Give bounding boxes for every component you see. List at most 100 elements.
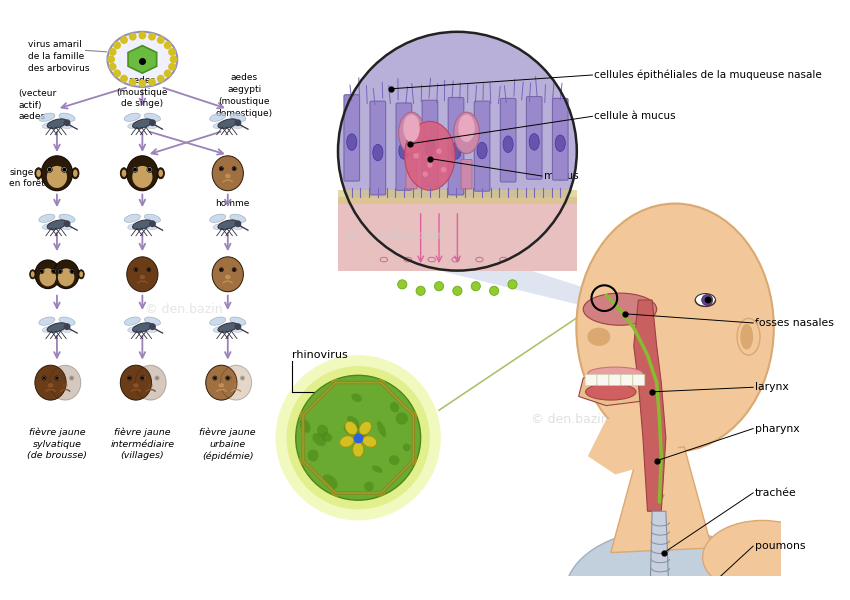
Circle shape (43, 377, 45, 379)
Ellipse shape (59, 317, 75, 325)
Circle shape (133, 167, 138, 172)
Ellipse shape (210, 317, 226, 325)
Ellipse shape (740, 324, 753, 350)
FancyBboxPatch shape (448, 97, 464, 195)
Ellipse shape (403, 115, 420, 142)
Text: homme: homme (215, 199, 250, 208)
Ellipse shape (220, 365, 252, 400)
Text: © den.bazin: © den.bazin (144, 302, 223, 316)
Ellipse shape (135, 365, 167, 400)
FancyBboxPatch shape (396, 103, 411, 190)
Ellipse shape (139, 275, 145, 280)
Ellipse shape (230, 122, 242, 128)
Text: virus amaril
de la famille
des arbovirus: virus amaril de la famille des arbovirus (27, 40, 89, 73)
Ellipse shape (35, 365, 66, 400)
Circle shape (228, 376, 232, 380)
Ellipse shape (555, 135, 565, 151)
Ellipse shape (588, 367, 643, 380)
Polygon shape (128, 46, 156, 73)
Circle shape (212, 376, 217, 380)
Circle shape (56, 377, 58, 379)
Ellipse shape (587, 328, 610, 346)
Ellipse shape (212, 156, 243, 191)
Ellipse shape (47, 166, 67, 188)
Ellipse shape (454, 112, 479, 154)
Ellipse shape (59, 224, 71, 229)
Polygon shape (332, 379, 337, 382)
Text: mucus: mucus (544, 171, 578, 181)
Circle shape (139, 32, 145, 39)
Circle shape (129, 79, 136, 85)
Text: cellules épithéliales de la muqueuse nasale: cellules épithéliales de la muqueuse nas… (594, 70, 822, 80)
Circle shape (70, 269, 75, 274)
Polygon shape (611, 447, 711, 553)
Circle shape (235, 120, 241, 125)
Circle shape (413, 153, 419, 158)
Circle shape (157, 37, 164, 43)
Ellipse shape (37, 170, 41, 177)
Ellipse shape (230, 326, 242, 332)
Circle shape (427, 162, 433, 168)
Ellipse shape (218, 383, 224, 388)
Circle shape (53, 270, 55, 272)
FancyBboxPatch shape (552, 98, 568, 180)
Ellipse shape (477, 142, 487, 159)
Ellipse shape (42, 122, 55, 128)
Circle shape (416, 286, 425, 295)
Circle shape (48, 168, 51, 171)
Ellipse shape (213, 224, 226, 229)
FancyBboxPatch shape (632, 374, 645, 385)
Ellipse shape (373, 144, 382, 161)
Ellipse shape (364, 481, 374, 491)
FancyBboxPatch shape (422, 100, 438, 187)
Polygon shape (379, 494, 385, 496)
Ellipse shape (213, 326, 226, 332)
Ellipse shape (737, 319, 760, 355)
Circle shape (241, 376, 245, 380)
Circle shape (52, 269, 56, 274)
Circle shape (147, 268, 150, 272)
Circle shape (233, 167, 235, 170)
Circle shape (220, 269, 223, 271)
Ellipse shape (340, 436, 354, 447)
Circle shape (241, 377, 243, 379)
Polygon shape (579, 369, 648, 406)
Text: larynx: larynx (755, 382, 789, 392)
Ellipse shape (230, 224, 242, 229)
FancyBboxPatch shape (461, 160, 472, 189)
Circle shape (110, 64, 116, 70)
Ellipse shape (124, 113, 140, 121)
Ellipse shape (48, 383, 54, 388)
Ellipse shape (30, 270, 36, 279)
Ellipse shape (702, 295, 712, 305)
Text: pharynx: pharynx (755, 424, 800, 434)
Circle shape (55, 376, 59, 380)
Circle shape (147, 167, 152, 172)
Circle shape (164, 42, 171, 49)
Ellipse shape (230, 317, 246, 325)
Circle shape (149, 168, 151, 171)
Circle shape (59, 270, 61, 272)
Ellipse shape (230, 214, 246, 223)
Ellipse shape (35, 260, 60, 289)
Polygon shape (414, 411, 416, 417)
Circle shape (232, 268, 236, 272)
Circle shape (71, 270, 73, 272)
Ellipse shape (399, 112, 424, 154)
Ellipse shape (42, 224, 55, 229)
Circle shape (141, 377, 144, 379)
Ellipse shape (39, 214, 55, 223)
Ellipse shape (144, 113, 161, 121)
Ellipse shape (695, 293, 716, 307)
Polygon shape (650, 511, 669, 585)
Circle shape (169, 64, 175, 70)
Circle shape (47, 167, 53, 172)
FancyBboxPatch shape (526, 97, 542, 179)
Ellipse shape (124, 317, 140, 325)
Circle shape (219, 167, 224, 170)
Circle shape (150, 221, 156, 227)
Ellipse shape (144, 214, 161, 223)
Circle shape (108, 56, 115, 62)
Circle shape (398, 280, 407, 289)
FancyBboxPatch shape (585, 374, 597, 385)
